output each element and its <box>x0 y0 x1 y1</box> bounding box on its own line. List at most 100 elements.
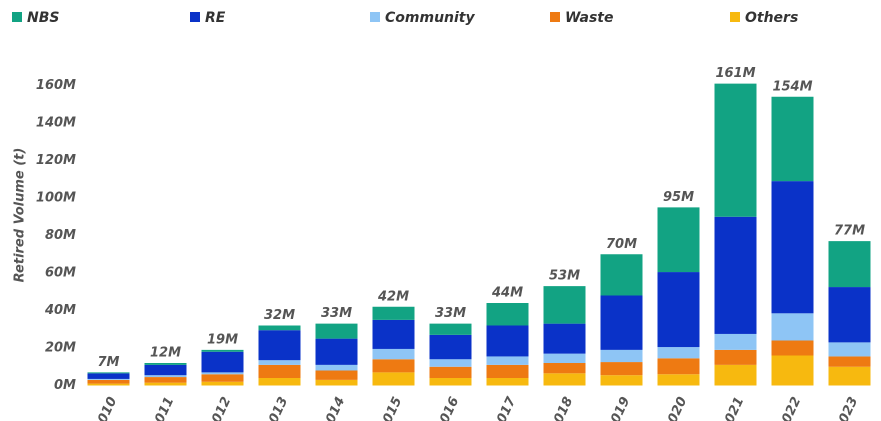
bar-segment <box>828 241 871 288</box>
bar-segment <box>144 364 187 376</box>
total-label: 19M <box>207 332 238 347</box>
legend-swatch <box>730 12 740 22</box>
legend-label: NBS <box>27 10 59 26</box>
bar-segment <box>543 353 586 363</box>
total-label: 12M <box>150 346 181 361</box>
bar-segment <box>258 325 301 331</box>
x-tick-label: 2013 <box>262 395 291 421</box>
bar-segment <box>87 383 130 386</box>
bar-segment <box>771 340 814 356</box>
bar-segment <box>657 272 700 348</box>
bar-segment <box>429 359 472 367</box>
y-axis-label: Retired Volume (t) <box>13 148 28 283</box>
bar-segment <box>771 313 814 341</box>
bar-segment <box>828 366 871 386</box>
bar-segment <box>372 359 415 373</box>
bar-segment <box>258 364 301 378</box>
legend-label: RE <box>205 10 226 26</box>
bar-segment <box>372 348 415 360</box>
bar-segment <box>771 181 814 314</box>
bar-segment <box>771 96 814 182</box>
total-label: 32M <box>264 308 295 323</box>
total-label: 70M <box>606 237 637 252</box>
bar-segment <box>543 363 586 374</box>
bar-segment <box>201 374 244 382</box>
bar-segment <box>714 83 757 217</box>
bar-segment <box>543 286 586 324</box>
bar-segment <box>771 355 814 386</box>
y-tick-label: 40M <box>44 303 76 318</box>
total-label: 95M <box>663 190 694 205</box>
x-tick-label: 2021 <box>718 395 747 421</box>
legend-label: Waste <box>565 10 613 26</box>
bar-segment <box>201 372 244 375</box>
legend-swatch <box>550 12 560 22</box>
bar-segment <box>657 374 700 386</box>
bar-segment <box>714 333 757 350</box>
x-tick-label: 2019 <box>604 395 633 421</box>
bar-segment <box>429 366 472 378</box>
legend-swatch <box>370 12 380 22</box>
x-tick-label: 2016 <box>433 395 462 421</box>
y-tick-label: 100M <box>36 191 76 206</box>
y-tick-label: 0M <box>54 378 76 393</box>
bar-segment <box>828 287 871 343</box>
total-label: 53M <box>549 269 580 284</box>
bar-segment <box>315 338 358 365</box>
legend-label: Community <box>385 10 475 26</box>
bar-segment <box>429 378 472 386</box>
bar-segment <box>144 375 187 378</box>
bar-segment <box>486 356 529 365</box>
y-tick-label: 120M <box>36 153 76 168</box>
y-tick-label: 160M <box>36 78 76 93</box>
bar-segment <box>144 363 187 365</box>
bar-segment <box>543 323 586 354</box>
bar-segment <box>657 347 700 359</box>
bar-segment <box>315 364 358 371</box>
bar-segment <box>600 349 643 363</box>
x-tick-label: 2012 <box>205 395 234 421</box>
bar-segment <box>429 334 472 360</box>
bar-segment <box>657 358 700 375</box>
bar-segment <box>714 364 757 386</box>
total-label: 7M <box>98 355 120 370</box>
bar-segment <box>543 373 586 386</box>
bar-segment <box>657 207 700 273</box>
bar-segment <box>600 254 643 296</box>
bar-segment <box>87 373 130 379</box>
bar-segment <box>201 351 244 373</box>
total-label: 161M <box>715 66 755 81</box>
bar-segment <box>486 303 529 326</box>
x-tick-label: 2018 <box>547 395 576 421</box>
x-tick-label: 2015 <box>376 395 405 421</box>
total-label: 77M <box>834 224 865 239</box>
bar-segment <box>144 377 187 383</box>
total-label: 33M <box>435 306 466 321</box>
total-label: 42M <box>377 289 409 304</box>
legend-swatch <box>12 12 22 22</box>
bar-segment <box>258 360 301 365</box>
bar-segment <box>372 372 415 386</box>
x-tick-label: 2017 <box>490 394 519 421</box>
x-tick-label: 2020 <box>661 395 690 421</box>
bar-segment <box>429 323 472 335</box>
bar-segment <box>87 379 130 384</box>
bar-segment <box>828 356 871 367</box>
legend-label: Others <box>745 10 798 26</box>
legend-swatch <box>190 12 200 22</box>
x-tick-label: 2022 <box>775 395 804 421</box>
x-tick-label: 2010 <box>91 395 120 421</box>
y-tick-label: 20M <box>45 341 76 356</box>
bar-segment <box>486 325 529 357</box>
bar-segment <box>258 330 301 361</box>
total-label: 44M <box>491 286 523 301</box>
bar-segment <box>258 378 301 386</box>
bar-segment <box>315 323 358 339</box>
bar-segment <box>714 216 757 334</box>
x-tick-label: 2023 <box>832 395 861 421</box>
x-tick-label: 2014 <box>319 395 348 421</box>
bar-segment <box>828 342 871 357</box>
bar-segment <box>600 362 643 376</box>
bar-segment <box>486 378 529 386</box>
